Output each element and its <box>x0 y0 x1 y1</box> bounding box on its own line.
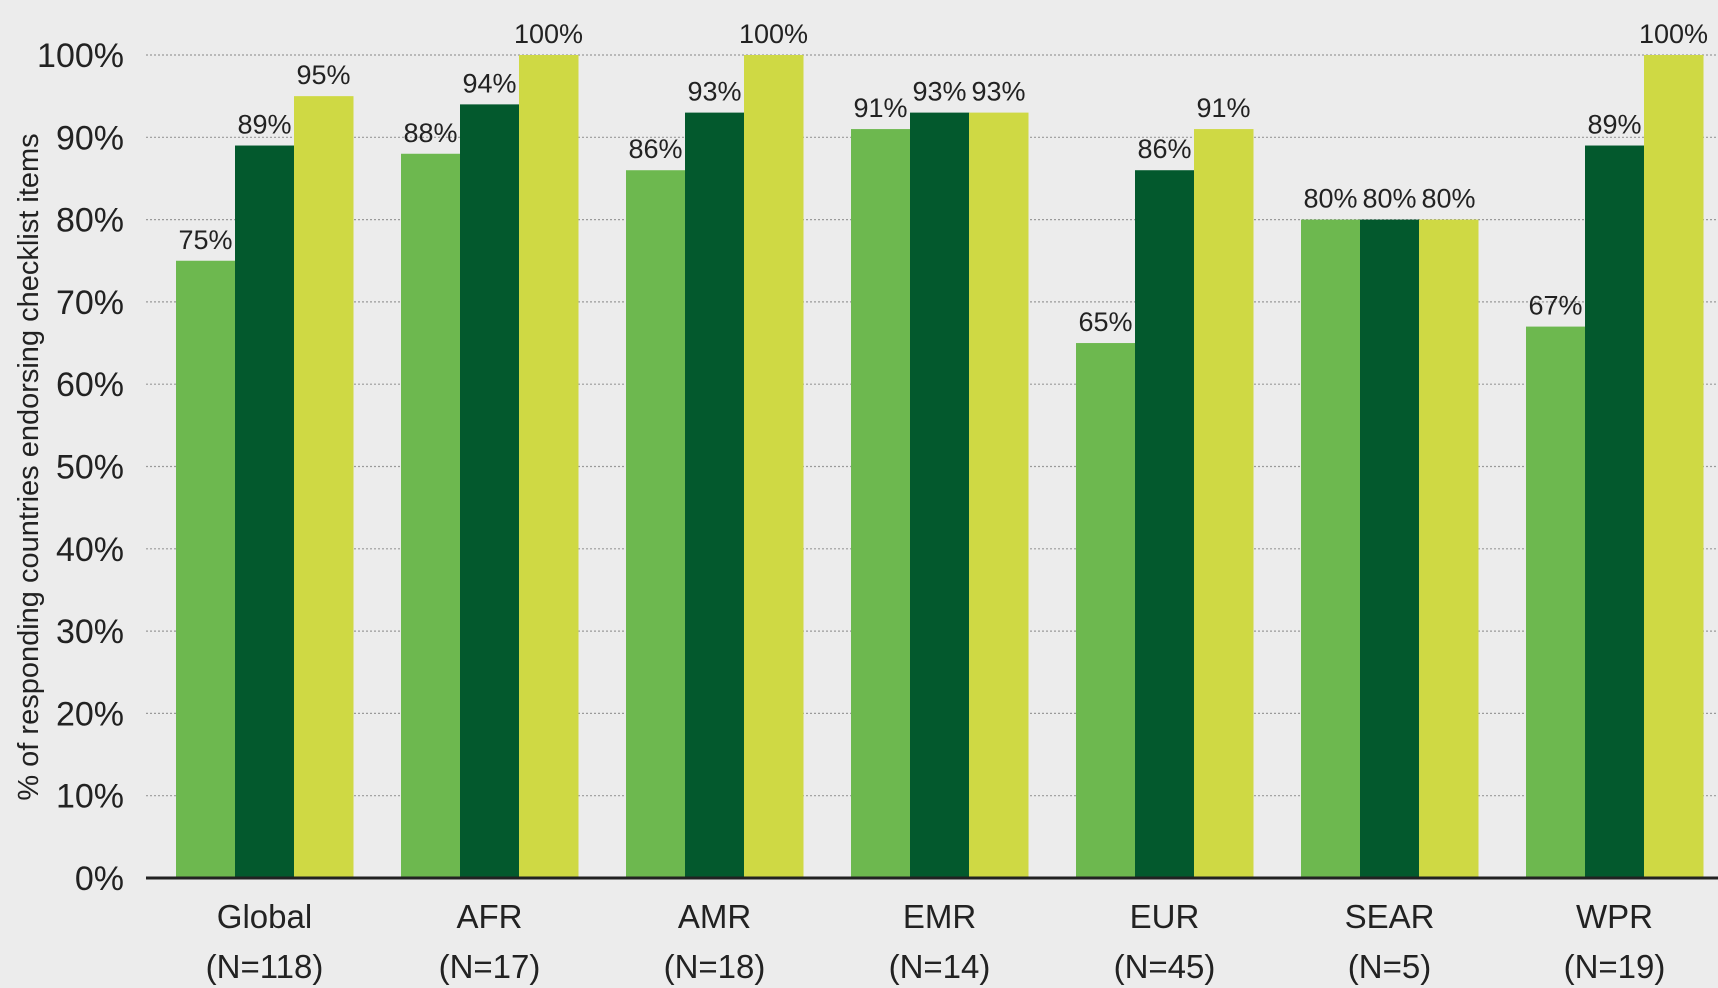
data-label: 80% <box>1421 184 1475 214</box>
y-tick-label: 80% <box>56 202 124 240</box>
y-tick-label: 90% <box>56 119 124 157</box>
data-label: 93% <box>971 77 1025 107</box>
y-tick-label: 70% <box>56 284 124 322</box>
data-label: 65% <box>1078 307 1132 337</box>
bar <box>626 170 686 879</box>
data-label: 88% <box>403 118 457 148</box>
data-labels: 75%89%95%88%94%100%86%93%100%91%93% 93%65… <box>178 19 1708 337</box>
category-n-label: (N=14) <box>889 948 991 985</box>
bar <box>1135 170 1195 879</box>
bar <box>1644 55 1704 878</box>
data-label: 91% <box>853 93 907 123</box>
y-tick-label: 10% <box>56 778 124 816</box>
category-n-label: (N=18) <box>664 948 766 985</box>
bar <box>294 96 354 878</box>
y-ticks: 0% 10% 20% 30% 40% 50% 60% 70% 80% 90% 100% <box>37 37 124 898</box>
category-n-label: (N=17) <box>439 948 541 985</box>
bar <box>460 104 520 878</box>
category-label: EUR <box>1130 898 1200 935</box>
category-label: EMR <box>903 898 976 935</box>
bar <box>1360 219 1420 879</box>
bar <box>519 55 579 878</box>
category-label: SEAR <box>1345 898 1435 935</box>
bar <box>685 112 745 879</box>
y-axis-title: % of responding countries endorsing chec… <box>13 133 45 800</box>
bars <box>176 55 1704 879</box>
data-label: 89% <box>1587 110 1641 140</box>
data-label: 86% <box>1137 134 1191 164</box>
y-tick-label: 100% <box>37 37 124 75</box>
category-n-label: (N=5) <box>1348 948 1431 985</box>
bar <box>851 129 911 878</box>
category-n-label: (N=118) <box>206 948 324 985</box>
data-label: 100% <box>1639 19 1708 49</box>
data-label: 100% <box>514 19 583 49</box>
bar <box>910 112 970 879</box>
category-n-label: (N=19) <box>1564 948 1666 985</box>
bar <box>235 145 295 878</box>
data-label: 80% <box>1362 184 1416 214</box>
bar <box>1526 326 1586 879</box>
bar <box>1301 219 1361 879</box>
data-label: 93% <box>687 77 741 107</box>
y-tick-label: 30% <box>56 613 124 651</box>
bar <box>176 260 236 878</box>
bar <box>744 55 804 878</box>
data-label: 94% <box>462 68 516 98</box>
data-label: 89% <box>237 110 291 140</box>
x-categories: Global (N=118) AFR (N=17) AMR (N=18) EMR (N=14)… <box>206 898 1666 985</box>
bar <box>1194 129 1254 878</box>
y-tick-label: 40% <box>56 531 124 569</box>
bar <box>1419 219 1479 879</box>
bar <box>1076 343 1136 878</box>
data-label: 80% <box>1303 184 1357 214</box>
data-label: 91% <box>1196 93 1250 123</box>
category-label: AMR <box>678 898 751 935</box>
data-label: 95% <box>296 60 350 90</box>
data-label: 100% <box>739 19 808 49</box>
bar <box>969 112 1029 879</box>
y-tick-label: 50% <box>56 449 124 487</box>
data-label: 75% <box>178 225 232 255</box>
y-tick-label: 60% <box>56 366 124 404</box>
data-label: 67% <box>1528 291 1582 321</box>
category-label: AFR <box>457 898 523 935</box>
category-label: Global <box>217 898 312 935</box>
category-n-label: (N=45) <box>1114 948 1216 985</box>
category-label: WPR <box>1576 898 1653 935</box>
bar <box>1585 145 1645 878</box>
data-label: 86% <box>628 134 682 164</box>
y-tick-label: 0% <box>75 860 124 898</box>
data-label: 93% <box>912 77 966 107</box>
y-tick-label: 20% <box>56 695 124 733</box>
bar <box>401 153 461 878</box>
